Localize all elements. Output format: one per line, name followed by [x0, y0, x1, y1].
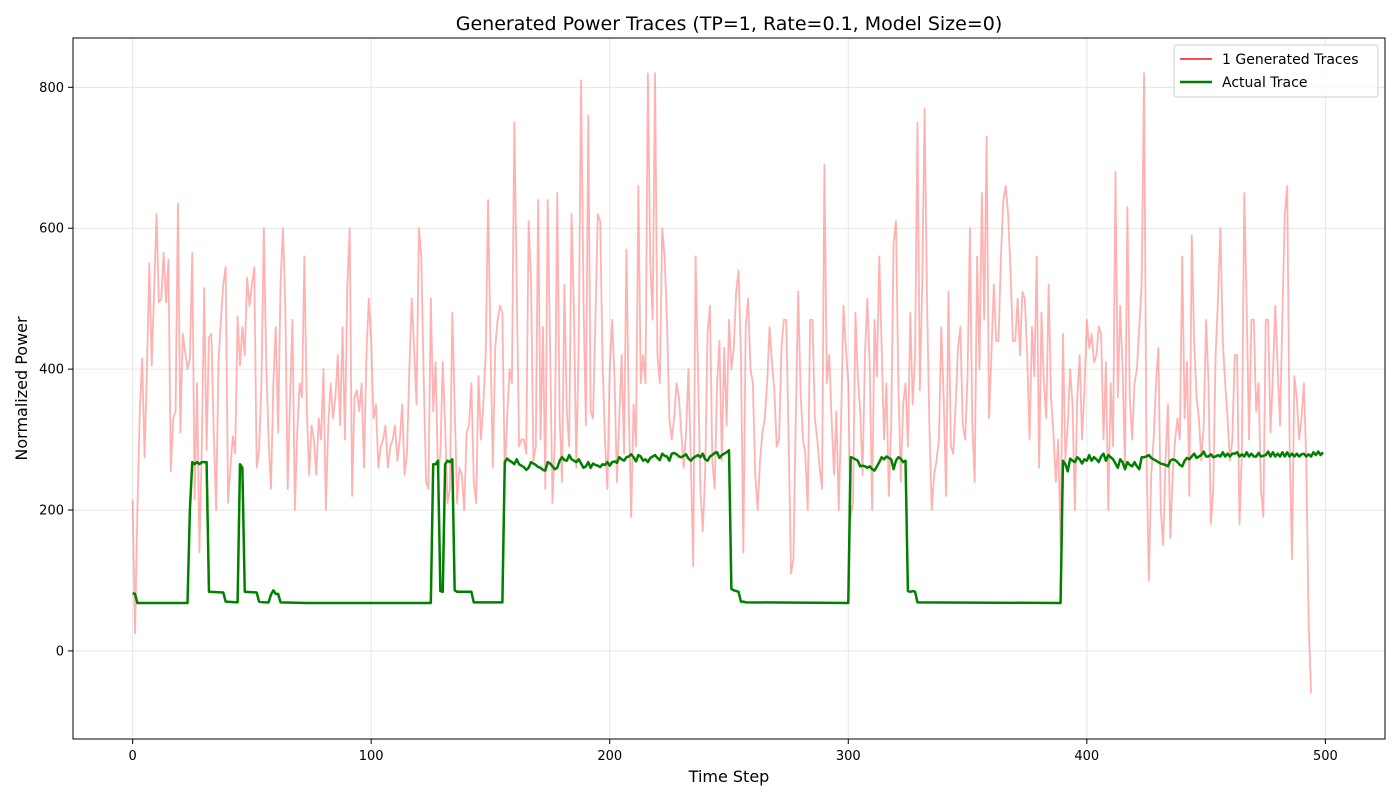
y-tick-label: 200: [39, 504, 64, 519]
legend: 1 Generated Traces Actual Trace: [1173, 44, 1379, 98]
chart-title: Generated Power Traces (TP=1, Rate=0.1, …: [456, 13, 1003, 35]
x-tick-label: 400: [1074, 749, 1099, 764]
y-tick-label: 0: [56, 644, 64, 659]
series-layer: [131, 72, 1324, 694]
grid: [73, 38, 1385, 739]
y-tick-label: 800: [39, 81, 64, 96]
series-line-generated: [131, 72, 1312, 694]
series-line-actual: [132, 448, 1324, 605]
ticks: 0 100 200 300 400 500 0 200 400 600 800: [39, 81, 1338, 764]
y-axis-label: Normalized Power: [12, 316, 31, 461]
legend-label-generated: 1 Generated Traces: [1222, 52, 1359, 68]
y-tick-label: 400: [39, 363, 64, 378]
legend-box: [1173, 44, 1379, 98]
plot-frame: [72, 37, 1386, 740]
x-tick-label: 0: [128, 749, 136, 764]
x-tick-label: 500: [1313, 749, 1338, 764]
x-axis-label: Time Step: [688, 767, 770, 786]
x-tick-label: 100: [359, 749, 384, 764]
legend-label-actual: Actual Trace: [1222, 75, 1307, 91]
x-tick-label: 200: [597, 749, 622, 764]
y-tick-label: 600: [39, 222, 64, 237]
x-tick-label: 300: [836, 749, 861, 764]
